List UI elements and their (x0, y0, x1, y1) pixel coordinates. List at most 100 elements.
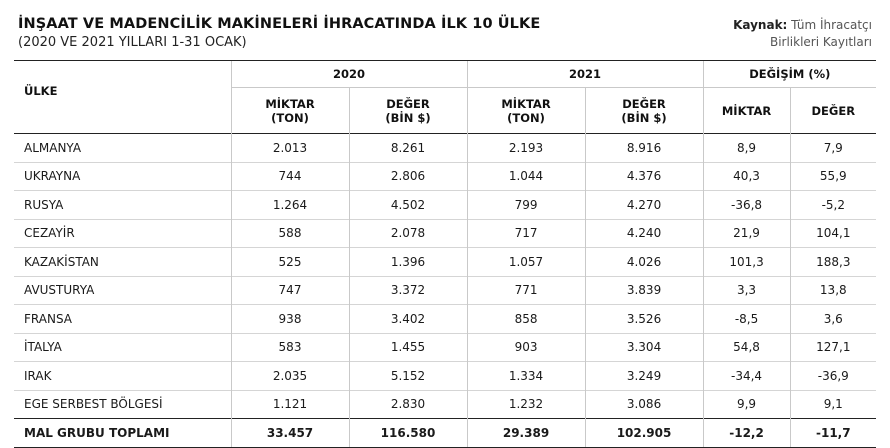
change-value: -5,2 (789, 190, 877, 219)
value-2021: 4.026 (584, 247, 704, 276)
qty-2020: 2.013 (230, 133, 349, 162)
qty-2020: 588 (230, 218, 349, 248)
table-row: İTALYA 583 1.455 903 3.304 54,8 127,1 (14, 332, 877, 362)
change-value: -36,9 (789, 361, 877, 390)
total-change-value: -11,7 (789, 418, 877, 448)
change-qty: 9,9 (702, 389, 791, 419)
value-2020: 3.402 (348, 304, 468, 333)
total-value-2021: 102.905 (584, 418, 704, 448)
group-header-2021: 2021 (466, 60, 704, 88)
table-row: RUSYA 1.264 4.502 799 4.270 -36,8 -5,2 (14, 190, 877, 219)
value-2021: 3.839 (584, 275, 704, 305)
change-value: 9,1 (789, 389, 877, 419)
table-row: ALMANYA 2.013 8.261 2.193 8.916 8,9 7,9 (14, 133, 877, 162)
table-row: AVUSTURYA 747 3.372 771 3.839 3,3 13,8 (14, 275, 877, 305)
change-qty: 40,3 (702, 161, 791, 191)
change-value: 188,3 (789, 247, 877, 276)
qty-2020: 583 (230, 332, 349, 362)
table-row: KAZAKİSTAN 525 1.396 1.057 4.026 101,3 1… (14, 247, 877, 276)
country-name: CEZAYİR (14, 218, 231, 248)
value-2020: 5.152 (348, 361, 468, 390)
country-name: ALMANYA (14, 133, 231, 162)
value-2021: 3.526 (584, 304, 704, 333)
qty-2021: 2.193 (466, 133, 586, 162)
change-value: 104,1 (789, 218, 877, 248)
qty-2021: 1.334 (466, 361, 586, 390)
qty-2021: 1.044 (466, 161, 586, 191)
value-2020: 4.502 (348, 190, 468, 219)
table-row: EGE SERBEST BÖLGESİ 1.121 2.830 1.232 3.… (14, 389, 877, 419)
total-qty-2021: 29.389 (466, 418, 586, 448)
qty-2020: 2.035 (230, 361, 349, 390)
value-2020: 1.455 (348, 332, 468, 362)
table-row: CEZAYİR 588 2.078 717 4.240 21,9 104,1 (14, 218, 877, 248)
country-column-header: ÜLKE (14, 60, 231, 134)
qty-2021: 799 (466, 190, 586, 219)
value-2020: 2.806 (348, 161, 468, 191)
col-header-change-qty: MİKTAR (702, 87, 791, 134)
source-line-1: Tüm İhracatçı (787, 18, 872, 32)
total-change-qty: -12,2 (702, 418, 791, 448)
value-2020: 8.261 (348, 133, 468, 162)
change-qty: -34,4 (702, 361, 791, 390)
col-header-value-2021: DEĞER (BİN $) (584, 87, 704, 134)
qty-2020: 525 (230, 247, 349, 276)
value-2020: 1.396 (348, 247, 468, 276)
qty-2020: 1.121 (230, 389, 349, 419)
value-2021: 4.376 (584, 161, 704, 191)
change-value: 127,1 (789, 332, 877, 362)
qty-2020: 744 (230, 161, 349, 191)
value-2020: 2.078 (348, 218, 468, 248)
table-row: FRANSA 938 3.402 858 3.526 -8,5 3,6 (14, 304, 877, 333)
source-note: Kaynak: Tüm İhracatçı Birlikleri Kayıtla… (733, 17, 872, 51)
value-2021: 3.086 (584, 389, 704, 419)
col-header-qty-2021: MİKTAR (TON) (466, 87, 586, 134)
value-2021: 8.916 (584, 133, 704, 162)
change-qty: 54,8 (702, 332, 791, 362)
change-qty: -8,5 (702, 304, 791, 333)
value-2021: 3.249 (584, 361, 704, 390)
country-name: FRANSA (14, 304, 231, 333)
change-qty: 3,3 (702, 275, 791, 305)
value-2020: 3.372 (348, 275, 468, 305)
country-name: RUSYA (14, 190, 231, 219)
country-name: EGE SERBEST BÖLGESİ (14, 389, 231, 419)
change-qty: 21,9 (702, 218, 791, 248)
source-line-2: Birlikleri Kayıtları (769, 35, 872, 49)
total-label: MAL GRUBU TOPLAMI (14, 418, 231, 448)
qty-2021: 903 (466, 332, 586, 362)
qty-2020: 747 (230, 275, 349, 305)
table-subtitle: (2020 VE 2021 YILLARI 1-31 OCAK) (18, 35, 247, 50)
group-header-2020: 2020 (230, 60, 468, 88)
value-2020: 2.830 (348, 389, 468, 419)
total-qty-2020: 33.457 (230, 418, 349, 448)
qty-2021: 858 (466, 304, 586, 333)
value-2021: 4.270 (584, 190, 704, 219)
change-qty: 101,3 (702, 247, 791, 276)
qty-2021: 771 (466, 275, 586, 305)
qty-2020: 1.264 (230, 190, 349, 219)
group-header-change: DEĞİŞİM (%) (702, 60, 877, 88)
col-header-value-2020: DEĞER (BİN $) (348, 87, 468, 134)
change-qty: 8,9 (702, 133, 791, 162)
qty-2021: 1.057 (466, 247, 586, 276)
value-2021: 3.304 (584, 332, 704, 362)
total-value-2020: 116.580 (348, 418, 468, 448)
source-label: Kaynak: (733, 18, 788, 32)
country-name: IRAK (14, 361, 231, 390)
country-name: KAZAKİSTAN (14, 247, 231, 276)
change-value: 13,8 (789, 275, 877, 305)
col-header-change-value: DEĞER (789, 87, 877, 134)
country-name: UKRAYNA (14, 161, 231, 191)
col-header-qty-2020: MİKTAR (TON) (230, 87, 349, 134)
total-row: MAL GRUBU TOPLAMI 33.457 116.580 29.389 … (14, 418, 877, 448)
qty-2021: 1.232 (466, 389, 586, 419)
export-table: ÜLKE 2020 2021 DEĞİŞİM (%) MİKTAR (TON) D… (14, 60, 877, 448)
table-row: UKRAYNA 744 2.806 1.044 4.376 40,3 55,9 (14, 161, 877, 191)
table-title: İNŞAAT VE MADENCİLİK MAKİNELERİ İHRACATI… (18, 16, 541, 32)
change-value: 7,9 (789, 133, 877, 162)
change-value: 3,6 (789, 304, 877, 333)
change-qty: -36,8 (702, 190, 791, 219)
change-value: 55,9 (789, 161, 877, 191)
country-name: İTALYA (14, 332, 231, 362)
